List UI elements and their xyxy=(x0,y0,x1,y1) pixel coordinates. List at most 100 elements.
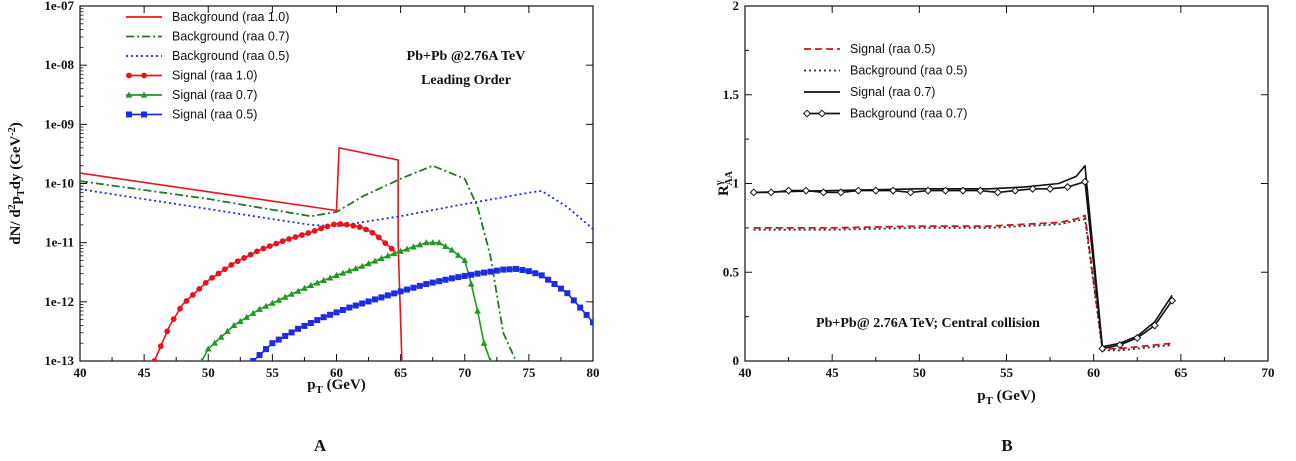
data-point xyxy=(275,296,283,303)
data-point xyxy=(958,186,967,195)
data-point xyxy=(749,188,758,197)
y-tick-label: 1e-10 xyxy=(44,176,74,191)
data-point xyxy=(204,345,212,352)
data-point xyxy=(314,317,321,324)
y-tick-label: 1e-08 xyxy=(44,57,74,72)
data-point xyxy=(384,252,392,259)
data-point xyxy=(324,223,331,230)
data-point xyxy=(275,336,282,343)
data-point xyxy=(889,186,898,195)
data-point xyxy=(346,304,353,311)
data-point xyxy=(279,238,286,245)
data-point xyxy=(474,307,481,314)
x-tick-label: 40 xyxy=(739,365,752,380)
data-point xyxy=(404,286,411,293)
data-point xyxy=(590,319,593,326)
data-point xyxy=(487,268,494,275)
data-point xyxy=(199,357,204,361)
y-tick-label: 0 xyxy=(733,353,740,368)
legend-marker xyxy=(802,109,812,118)
data-point xyxy=(906,188,915,197)
chart-panel-b: 40 45 50 55 60 65 70 0 0.5 1 1.5 2 pT (GeV) RγAA Signa… xyxy=(714,0,1275,407)
data-point xyxy=(767,188,776,197)
data-point xyxy=(390,250,398,257)
data-point xyxy=(356,224,363,230)
data-point xyxy=(461,272,468,279)
legend-marker xyxy=(817,109,827,118)
data-point xyxy=(250,358,257,361)
series-markers-6 xyxy=(250,265,593,361)
data-point xyxy=(1063,183,1072,192)
data-point xyxy=(247,251,254,258)
legend-marker xyxy=(141,72,147,79)
data-point xyxy=(288,290,295,297)
data-point xyxy=(410,243,417,250)
x-tick-label: 80 xyxy=(587,365,600,380)
data-point xyxy=(371,257,379,264)
data-point xyxy=(474,270,481,277)
y-tick-label: 1e-13 xyxy=(44,353,74,368)
data-point xyxy=(202,279,209,286)
data-point xyxy=(435,239,443,246)
data-point xyxy=(941,186,950,195)
series-line-2 xyxy=(80,164,517,361)
x-tick-label: 45 xyxy=(826,365,840,380)
series-line-1 xyxy=(753,214,1173,350)
data-point xyxy=(269,340,276,347)
data-point xyxy=(397,247,404,254)
data-point xyxy=(298,232,305,238)
series-line-1 xyxy=(80,147,403,361)
x-tick-label: 50 xyxy=(202,365,215,380)
data-point xyxy=(448,275,455,282)
data-point xyxy=(525,268,532,275)
data-point xyxy=(331,221,337,228)
y-tick-label: 1e-09 xyxy=(44,116,74,131)
data-point xyxy=(448,246,456,253)
data-point xyxy=(493,267,500,274)
data-point xyxy=(924,186,933,195)
data-point xyxy=(375,234,382,241)
data-point xyxy=(819,188,828,197)
legend: Signal (raa 0.5) Background (raa 0.5) Sign… xyxy=(802,42,967,121)
data-point xyxy=(1098,344,1107,353)
x-tick-label: 65 xyxy=(1174,365,1188,380)
data-point xyxy=(339,306,346,313)
data-point xyxy=(363,226,369,233)
data-point xyxy=(177,305,183,312)
data-point xyxy=(365,298,372,305)
x-tick-label: 70 xyxy=(1262,365,1275,380)
y-tick-label: 1 xyxy=(733,176,740,191)
data-point xyxy=(442,242,449,249)
data-point xyxy=(281,293,289,300)
legend-label-4: Background (raa 0.7) xyxy=(850,107,967,121)
series-group xyxy=(80,147,593,361)
data-point xyxy=(500,266,507,273)
x-tick-label: 50 xyxy=(913,365,926,380)
legend-marker xyxy=(126,111,132,118)
data-point xyxy=(545,276,552,283)
legend-marker xyxy=(125,91,133,98)
data-point xyxy=(339,269,347,276)
data-point xyxy=(337,221,344,227)
data-point xyxy=(384,292,391,299)
data-point xyxy=(519,267,526,274)
data-point xyxy=(352,302,359,309)
data-point xyxy=(151,358,158,361)
data-point xyxy=(327,311,334,318)
x-axis-label: pT (GeV) xyxy=(977,388,1036,407)
y-axis-ticks: 1e-13 1e-12 1e-11 1e-10 1e-09 1e-08 1e-07 xyxy=(44,0,593,368)
data-point xyxy=(1011,186,1020,195)
data-point xyxy=(429,279,436,286)
data-point xyxy=(854,186,863,195)
x-axis-ticks: 40 45 50 55 60 65 70 xyxy=(739,6,1275,380)
data-point xyxy=(461,256,469,264)
data-point xyxy=(410,284,417,291)
data-point xyxy=(1080,177,1089,186)
x-tick-label: 65 xyxy=(394,365,408,380)
data-point xyxy=(416,282,423,289)
data-point xyxy=(346,267,353,274)
data-point xyxy=(467,280,475,287)
x-tick-label: 75 xyxy=(522,365,536,380)
data-point xyxy=(307,320,314,327)
data-point xyxy=(260,245,267,252)
